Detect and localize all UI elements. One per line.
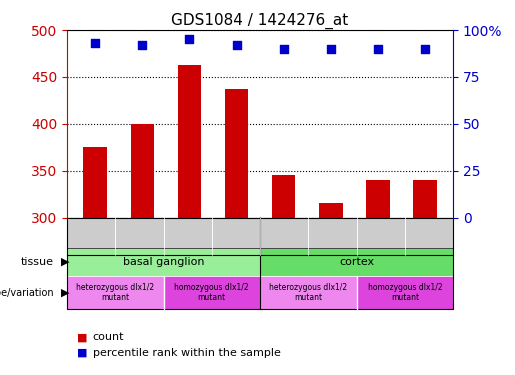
Point <box>421 46 429 52</box>
Text: percentile rank within the sample: percentile rank within the sample <box>93 348 281 357</box>
Bar <box>178 64 201 218</box>
Text: ▶: ▶ <box>61 288 70 297</box>
Text: homozygous dlx1/2
mutant: homozygous dlx1/2 mutant <box>368 283 442 302</box>
Bar <box>272 176 296 217</box>
Point <box>327 46 335 52</box>
Bar <box>319 202 342 217</box>
Text: heterozygous dlx1/2
mutant: heterozygous dlx1/2 mutant <box>76 283 154 302</box>
Point <box>138 42 146 48</box>
Text: basal ganglion: basal ganglion <box>123 256 204 267</box>
Text: ▶: ▶ <box>61 256 70 267</box>
Text: homozygous dlx1/2
mutant: homozygous dlx1/2 mutant <box>175 283 249 302</box>
Text: tissue: tissue <box>21 256 54 267</box>
Point <box>232 42 241 48</box>
Text: ■: ■ <box>77 348 88 357</box>
Bar <box>225 89 248 218</box>
Text: count: count <box>93 333 124 342</box>
Text: heterozygous dlx1/2
mutant: heterozygous dlx1/2 mutant <box>269 283 348 302</box>
Bar <box>366 180 390 218</box>
Point <box>91 40 99 46</box>
Point <box>185 36 194 42</box>
Title: GDS1084 / 1424276_at: GDS1084 / 1424276_at <box>171 12 349 28</box>
Point <box>280 46 288 52</box>
Bar <box>413 180 437 218</box>
Text: cortex: cortex <box>339 256 374 267</box>
Bar <box>83 147 107 218</box>
Point <box>374 46 382 52</box>
Text: ■: ■ <box>77 333 88 342</box>
Bar <box>130 124 154 218</box>
Text: genotype/variation: genotype/variation <box>0 288 54 297</box>
